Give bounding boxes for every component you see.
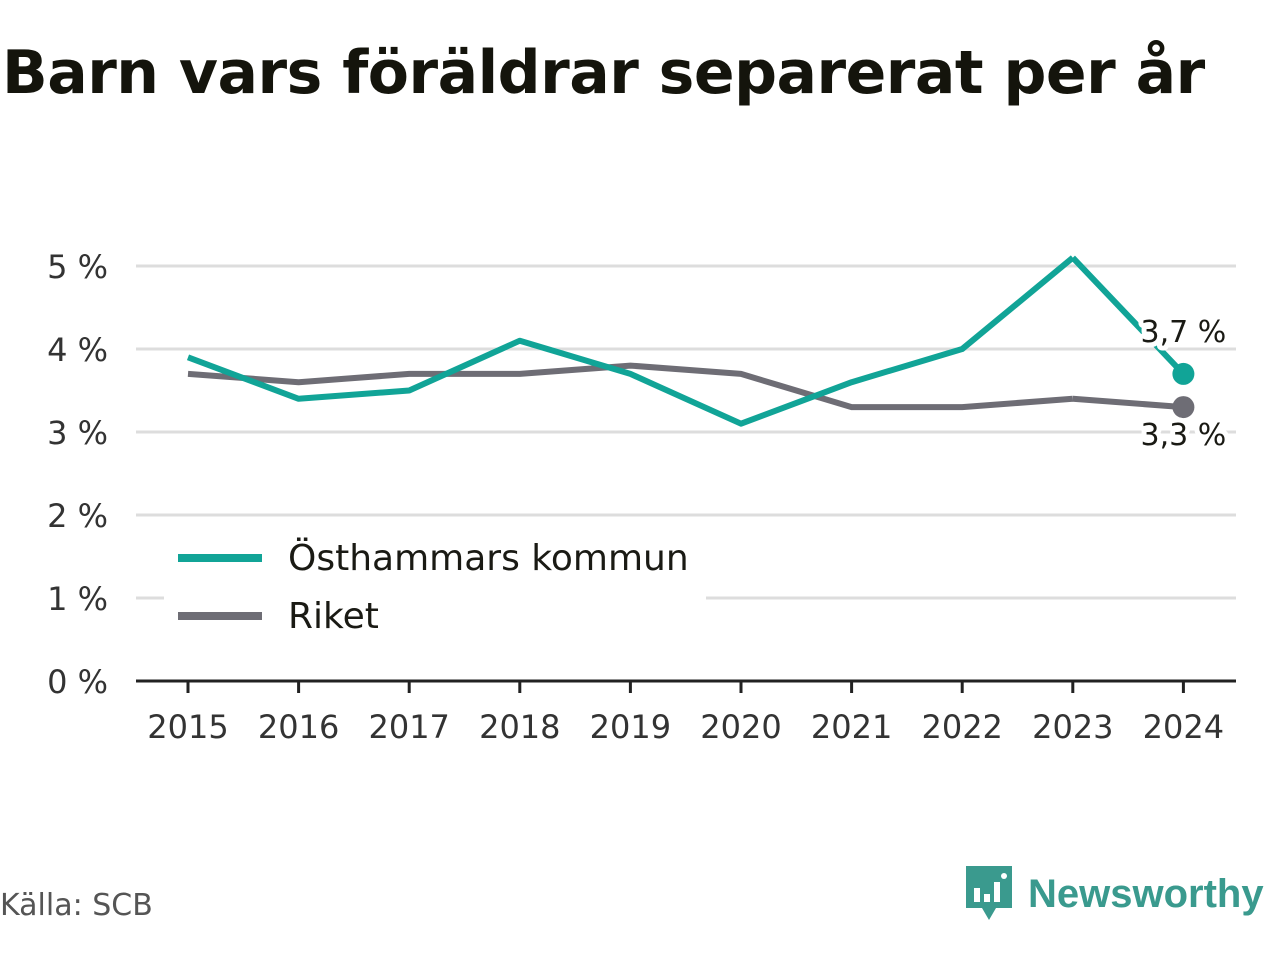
x-tick-label: 2020 [700, 708, 781, 746]
legend-label: Östhammars kommun [288, 537, 689, 579]
series-0 [186, 255, 1195, 427]
source-note: Källa: SCB [0, 888, 153, 923]
end-label-halo: 3,3 % [1141, 418, 1227, 453]
brand-logo[interactable]: Newsworthy [964, 864, 1264, 924]
series-line [186, 255, 1075, 427]
end-label-halo: 3,7 % [1141, 315, 1227, 350]
x-tick-label: 2023 [1032, 708, 1113, 746]
y-axis: 0 % 1 % 2 % 3 % 4 % 5 % [47, 248, 108, 701]
x-tick-label: 2016 [258, 708, 339, 746]
end-labels: 3,7 %3,7 %3,3 %3,3 % [1136, 310, 1232, 458]
x-tick-label: 2021 [811, 708, 892, 746]
legend-label: Riket [288, 596, 379, 637]
brand-name: Newsworthy [1028, 871, 1264, 916]
legend: Östhammars kommun Riket [164, 528, 706, 646]
series-end-point [1172, 396, 1195, 419]
x-tick-label: 2019 [590, 708, 671, 746]
y-tick-label: 0 % [47, 663, 108, 701]
series-1 [187, 362, 1195, 419]
x-tick-label: 2024 [1143, 708, 1224, 746]
x-tick-label: 2015 [147, 708, 228, 746]
series-line-segment [1070, 255, 1186, 376]
y-tick-label: 2 % [47, 497, 108, 535]
series-end-point [1172, 362, 1195, 385]
chart-title: Barn vars föräldrar separerat per år [2, 38, 1205, 108]
series-line [187, 362, 1074, 411]
end-label: 3,7 % [1141, 315, 1227, 350]
series-layer [186, 255, 1195, 427]
legend-background [164, 528, 706, 646]
x-tick-label: 2017 [368, 708, 449, 746]
newsworthy-logo-icon [966, 866, 1012, 920]
y-tick-label: 3 % [47, 414, 108, 452]
x-axis: 2015 2016 2017 2018 2019 2020 2021 2022 2023 2024 [136, 679, 1236, 746]
x-tick-label: 2022 [921, 708, 1002, 746]
y-tick-label: 1 % [47, 580, 108, 618]
y-tick-label: 5 % [47, 248, 108, 286]
end-label: 3,3 % [1141, 418, 1227, 453]
series-line-segment [1072, 395, 1184, 411]
x-tick-label: 2018 [479, 708, 560, 746]
y-tick-label: 4 % [47, 331, 108, 369]
